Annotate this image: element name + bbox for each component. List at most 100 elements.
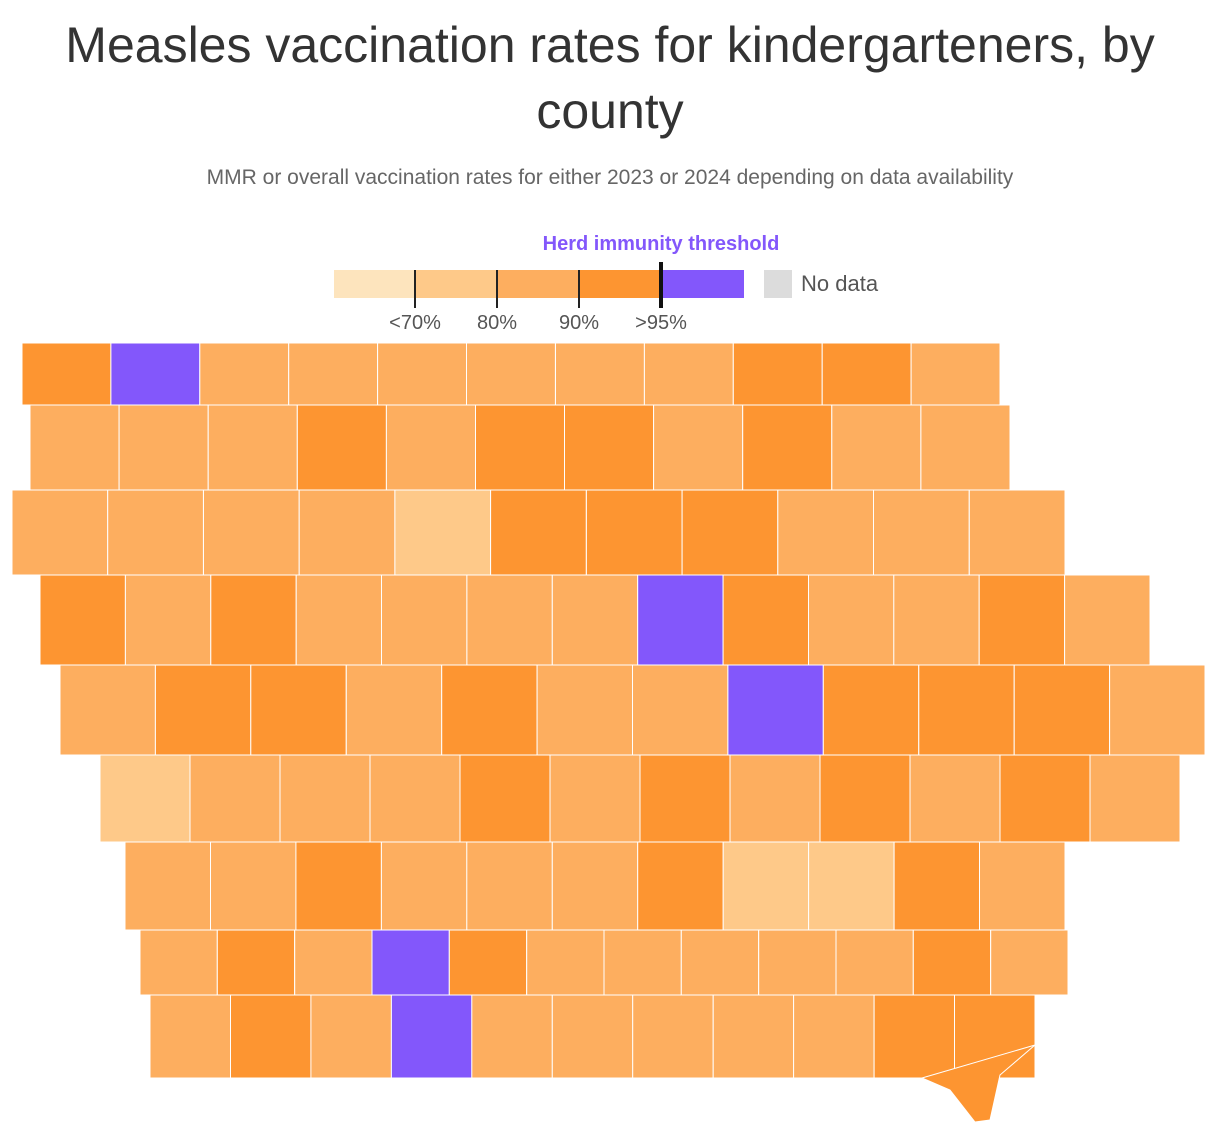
county-region bbox=[296, 404, 387, 491]
county-region bbox=[536, 664, 633, 756]
county-region bbox=[639, 754, 731, 843]
county-region bbox=[1013, 664, 1111, 756]
county-region bbox=[250, 664, 347, 756]
county-region bbox=[441, 664, 538, 756]
legend-swatch-90-95 bbox=[579, 270, 661, 298]
county-region bbox=[448, 929, 528, 996]
legend-tick-70 bbox=[414, 270, 416, 308]
county-region bbox=[712, 994, 795, 1079]
county-region bbox=[526, 929, 605, 996]
legend-tick-label: 90% bbox=[558, 312, 600, 334]
county-region bbox=[564, 404, 655, 491]
county-region bbox=[920, 1044, 1036, 1123]
county-region bbox=[920, 404, 1011, 491]
county-region bbox=[210, 574, 297, 666]
county-region bbox=[279, 754, 371, 843]
county-region bbox=[637, 574, 724, 666]
county-region bbox=[912, 929, 992, 996]
county-region bbox=[107, 489, 204, 576]
county-region bbox=[990, 929, 1069, 996]
county-region bbox=[110, 342, 201, 406]
county-region bbox=[893, 841, 981, 931]
county-region bbox=[819, 754, 911, 843]
county-region bbox=[459, 754, 551, 843]
county-region bbox=[199, 342, 290, 406]
county-region bbox=[466, 841, 553, 931]
county-region bbox=[394, 489, 492, 576]
county-region bbox=[835, 929, 914, 996]
county-region bbox=[777, 489, 874, 576]
county-region bbox=[295, 841, 382, 931]
county-region bbox=[385, 404, 476, 491]
county-region bbox=[893, 574, 980, 666]
legend-tick-label: >95% bbox=[635, 312, 687, 334]
county-region bbox=[21, 342, 112, 406]
county-region bbox=[294, 929, 373, 996]
county-region bbox=[377, 342, 468, 406]
county-region bbox=[758, 929, 837, 996]
county-region bbox=[729, 754, 821, 843]
legend-tick-90 bbox=[578, 270, 580, 308]
county-region bbox=[555, 342, 645, 406]
county-region bbox=[585, 489, 683, 576]
county-region bbox=[99, 754, 191, 843]
county-region bbox=[822, 664, 920, 756]
county-region bbox=[11, 489, 109, 576]
county-region bbox=[918, 664, 1015, 756]
county-region bbox=[203, 489, 300, 576]
county-region bbox=[873, 489, 970, 576]
county-region bbox=[999, 754, 1091, 843]
county-region bbox=[909, 754, 1001, 843]
county-region bbox=[471, 994, 553, 1079]
county-region bbox=[632, 664, 729, 756]
county-region bbox=[637, 841, 724, 931]
county-region bbox=[978, 574, 1066, 666]
county-region bbox=[216, 929, 296, 996]
chart-title: Measles vaccination rates for kindergart… bbox=[65, 17, 1155, 139]
county-region bbox=[551, 994, 634, 1079]
county-region bbox=[808, 574, 895, 666]
legend: <70% 80% 90% >95% No data bbox=[334, 262, 894, 342]
legend-swatch-80-90 bbox=[497, 270, 579, 298]
county-region bbox=[821, 342, 912, 406]
county-region bbox=[369, 754, 461, 843]
county-region bbox=[118, 404, 209, 491]
county-region bbox=[808, 841, 895, 931]
county-region bbox=[345, 664, 443, 756]
county-region bbox=[124, 574, 212, 666]
county-region bbox=[910, 342, 1001, 406]
county-region bbox=[230, 994, 312, 1079]
county-region bbox=[643, 342, 734, 406]
county-region bbox=[490, 489, 587, 576]
county-region bbox=[1064, 574, 1151, 666]
county-region bbox=[632, 994, 714, 1079]
county-region bbox=[551, 841, 639, 931]
county-region bbox=[551, 574, 639, 666]
county-region bbox=[295, 574, 383, 666]
county-region bbox=[831, 404, 922, 491]
county-region bbox=[873, 994, 956, 1079]
legend-swatch-95-plus bbox=[661, 270, 744, 298]
county-region bbox=[29, 404, 120, 491]
county-region bbox=[680, 929, 760, 996]
county-region bbox=[968, 489, 1066, 576]
county-region bbox=[59, 664, 156, 756]
county-region bbox=[549, 754, 641, 843]
county-region bbox=[189, 754, 281, 843]
county-region bbox=[727, 664, 824, 756]
county-region bbox=[124, 841, 211, 931]
legend-swatch-under-70 bbox=[334, 270, 415, 298]
county-region bbox=[149, 994, 231, 1079]
iowa-county-map bbox=[11, 342, 1206, 1123]
county-region bbox=[298, 489, 396, 576]
county-region bbox=[390, 994, 473, 1079]
legend-title: Herd immunity threshold bbox=[542, 233, 780, 255]
county-region bbox=[39, 574, 126, 666]
chart-subtitle: MMR or overall vaccination rates for eit… bbox=[206, 166, 1014, 189]
county-region bbox=[371, 929, 450, 996]
county-region bbox=[310, 994, 392, 1079]
county-region bbox=[466, 342, 556, 406]
county-region bbox=[603, 929, 682, 996]
legend-no-data-label: No data bbox=[801, 271, 879, 296]
county-region bbox=[1109, 664, 1206, 756]
